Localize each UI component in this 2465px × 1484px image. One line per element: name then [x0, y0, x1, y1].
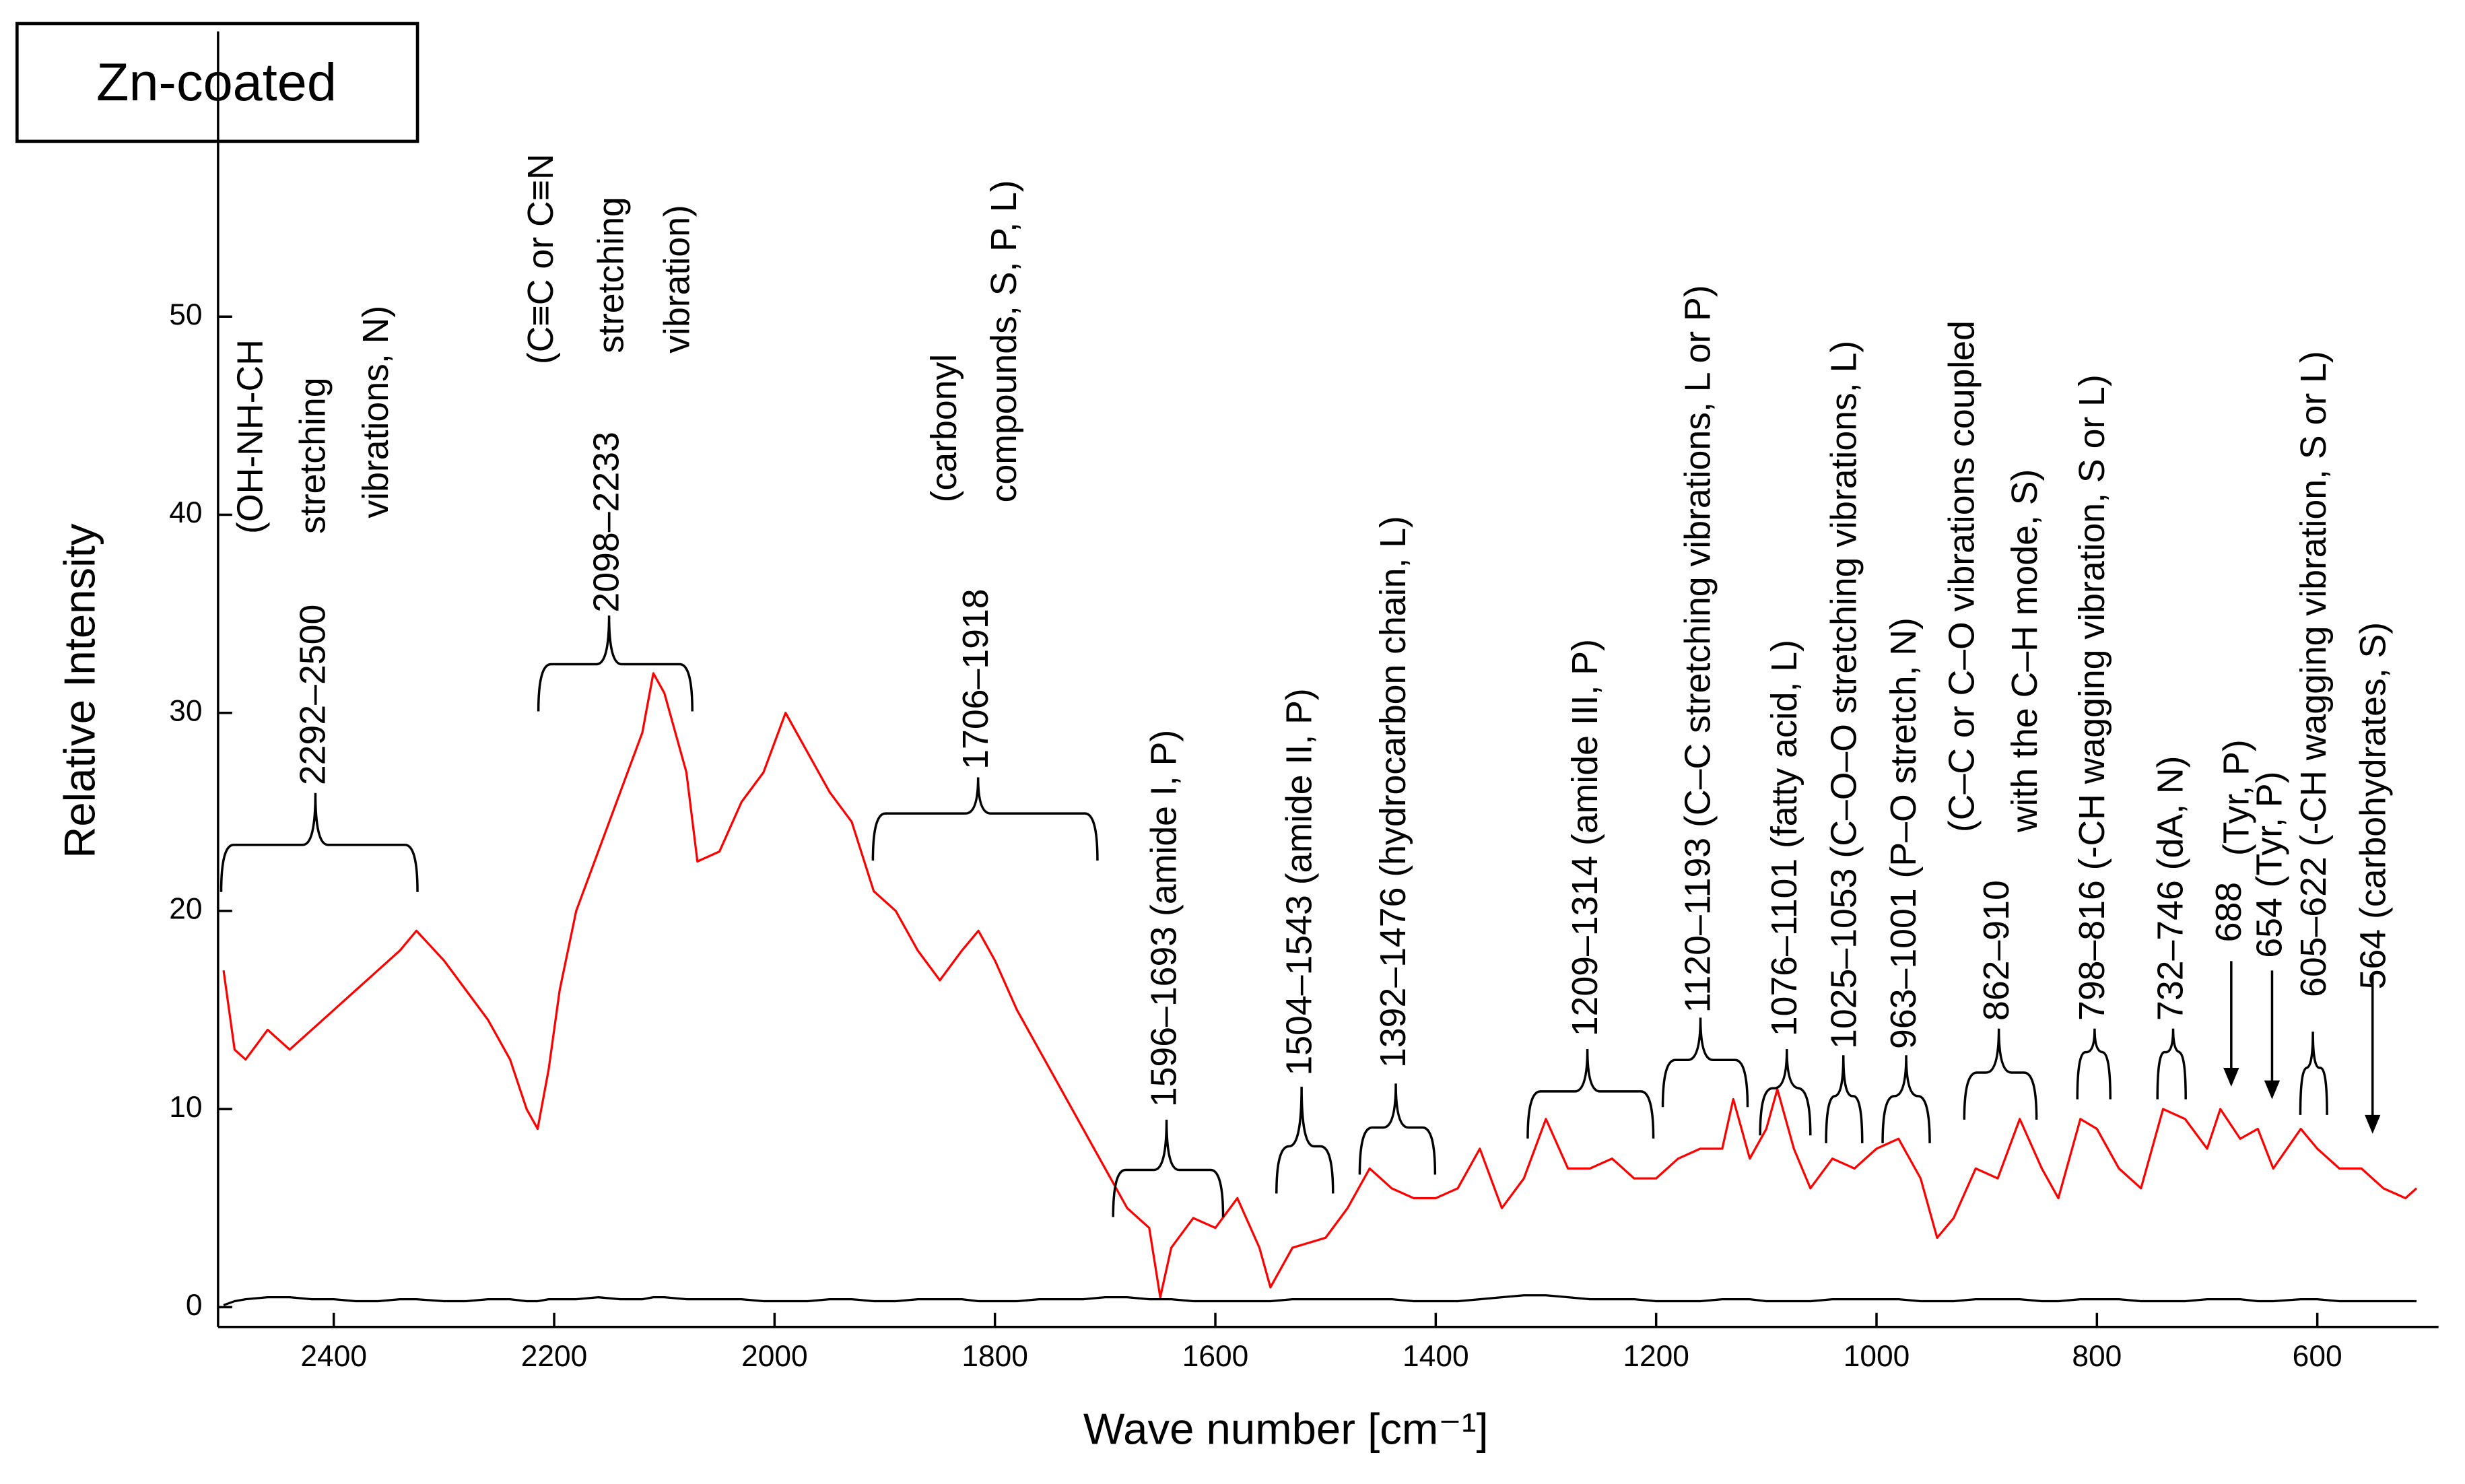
annotation-arrowhead	[2264, 1080, 2281, 1100]
y-axis-label: Relative Intensity	[55, 523, 104, 858]
annotation-text: 1392–1476 (hydrocarbon chain, L)	[1373, 516, 1413, 1068]
annotation-text: 1596–1693 (amide I, P)	[1144, 730, 1184, 1107]
annotation-brace	[220, 792, 419, 892]
annotation-brace	[1112, 1119, 1225, 1217]
annotation-text: (OH-NH-CH	[230, 339, 270, 534]
annotation-brace	[1358, 1083, 1437, 1175]
annotation-text: 1120–1193 (C–C stretching vibrations, L …	[1678, 285, 1718, 1013]
y-tick-label: 30	[169, 694, 202, 727]
annotation-text: 564 (carbohydrates, S)	[2353, 622, 2394, 989]
annotation-text: 1504–1543 (amide II, P)	[1279, 688, 1319, 1075]
annotation-brace	[1963, 1028, 2038, 1120]
annotation-text: 798–816 (-CH wagging vibration, S or L)	[2072, 374, 2112, 1021]
annotation-brace	[2299, 1032, 2328, 1115]
x-tick-label: 800	[2072, 1340, 2122, 1373]
annotation-text: (C–C or C–O vibrations coupled	[1942, 321, 1982, 832]
y-tick-label: 0	[186, 1289, 203, 1322]
annotation-brace	[1275, 1086, 1335, 1194]
x-tick-label: 1600	[1182, 1340, 1249, 1373]
annotation-text: (C≡C or C≡N	[520, 154, 561, 364]
annotation-text: 963–1001 (P–O stretch, N)	[1883, 617, 1924, 1049]
annotation-text: 2098–2233	[586, 432, 627, 612]
annotation-arrowhead	[2223, 1067, 2239, 1087]
x-tick-label: 2000	[741, 1340, 808, 1373]
annotation-brace	[2076, 1028, 2112, 1100]
annotation-text: compounds, S, P, L)	[984, 180, 1024, 502]
annotation-text: 605–622 (-CH wagging vibration, S or L)	[2293, 351, 2334, 997]
annotation-text: vibration)	[657, 205, 698, 353]
chart-title: Zn-coated	[96, 52, 337, 112]
x-tick-label: 1000	[1844, 1340, 1910, 1373]
x-tick-label: 1200	[1623, 1340, 1689, 1373]
annotation-arrowhead	[2365, 1114, 2381, 1134]
annotation-text: 2292–2500	[293, 605, 333, 785]
annotation-brace	[1661, 1017, 1749, 1108]
annotation-brace	[537, 615, 694, 712]
annotation-text: stretching	[591, 197, 632, 353]
y-tick-label: 20	[169, 893, 202, 926]
y-tick-label: 50	[169, 298, 202, 331]
annotation-brace	[2156, 1028, 2187, 1100]
annotation-brace	[1881, 1055, 1931, 1143]
annotation-text: (carbonyl	[924, 354, 964, 503]
annotation-text: vibrations, N)	[356, 306, 396, 518]
annotation-text: 688	[2208, 882, 2249, 942]
series-line	[222, 672, 2418, 1299]
annotation-text: 654 (Tyr, P)	[2250, 772, 2290, 958]
annotation-brace	[1526, 1048, 1655, 1139]
x-tick-label: 2400	[300, 1340, 367, 1373]
y-tick-label: 10	[169, 1091, 202, 1124]
annotation-text: 732–746 (dA, N)	[2151, 755, 2191, 1021]
series-line	[223, 1294, 2417, 1306]
annotation-brace	[871, 777, 1099, 861]
annotation-brace	[1825, 1055, 1864, 1143]
annotation-text: 1706–1918	[955, 588, 996, 769]
x-tick-label: 1400	[1403, 1340, 1469, 1373]
y-tick-label: 40	[169, 496, 202, 529]
annotation-text: 862–910	[1976, 880, 2017, 1021]
annotation-text: with the C–H mode, S)	[2004, 469, 2045, 833]
x-tick-label: 600	[2293, 1340, 2342, 1373]
annotation-text: (Tyr, P)	[2217, 739, 2257, 856]
annotation-brace	[1759, 1048, 1812, 1136]
annotation-text: 1076–1101 (fatty acid, L)	[1764, 640, 1804, 1036]
annotation-text: 1209–1314 (amide III, P)	[1565, 639, 1605, 1036]
x-axis-label: Wave number [cm⁻¹]	[1083, 1404, 1489, 1453]
annotation-text: stretching	[293, 377, 333, 534]
x-tick-label: 2200	[521, 1340, 588, 1373]
annotation-text: 1025–1053 (C–O–O stretching vibrations, …	[1824, 341, 1864, 1049]
x-tick-label: 1800	[961, 1340, 1028, 1373]
